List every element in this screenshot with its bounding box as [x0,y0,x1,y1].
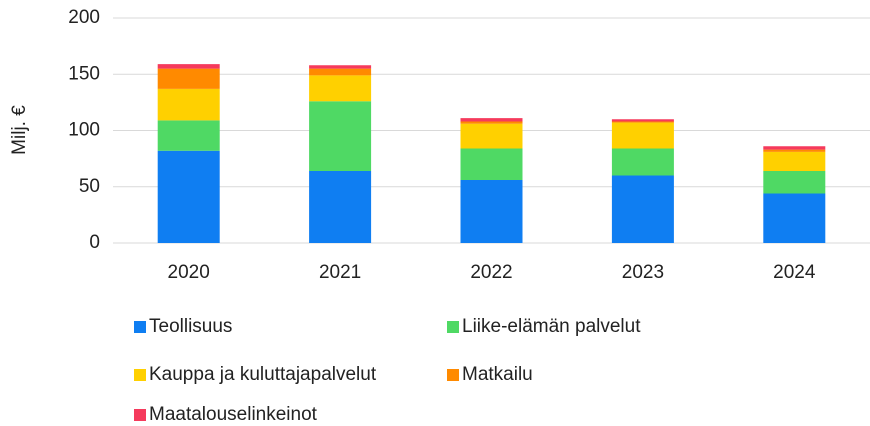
bar-segment [309,101,372,171]
bar-segment [309,171,372,243]
bar-segment [460,148,523,180]
bar-segment [460,118,523,122]
bar-segment [157,64,220,69]
bar-segment [309,68,372,76]
bar-segment [309,75,372,102]
x-tick-label: 2023 [622,262,664,283]
bar-segment [763,193,826,243]
y-tick-label: 0 [89,232,100,253]
y-tick-label: 200 [68,7,100,28]
bar-segment [157,68,220,89]
legend-label: Maatalouselinkeinot [149,404,318,425]
bar-segment [763,149,826,152]
legend-swatch [134,321,146,333]
bar-segment [157,150,220,243]
bar-segment [309,65,372,69]
legend-label: Matkailu [462,364,533,385]
bar-segment [763,171,826,194]
bar-segment [763,146,826,150]
bar-segment [611,175,674,243]
bar-segment [611,148,674,176]
bar-segment [460,123,523,149]
bar-segment [157,88,220,121]
bar-segment [460,121,523,124]
y-tick-label: 100 [68,120,100,141]
y-tick-label: 50 [79,176,100,197]
x-tick-label: 2021 [319,262,361,283]
legend-label: Teollisuus [149,316,232,337]
y-tick-label: 150 [68,63,100,84]
bar-segment [611,122,674,149]
x-tick-label: 2022 [470,262,512,283]
x-tick-label: 2024 [773,262,816,283]
legend-label: Liike-elämän palvelut [462,316,641,337]
x-tick-label: 2020 [168,262,210,283]
legend-swatch [447,369,459,381]
bar-segment [157,120,220,151]
bar-segment [611,119,674,122]
y-axis-label: Milj. € [9,105,30,155]
legend-swatch [134,369,146,381]
legend-label: Kauppa ja kuluttajapalvelut [149,364,377,385]
bar-segment [611,121,674,123]
legend-swatch [447,321,459,333]
bar-segment [460,180,523,243]
bar-segment [763,151,826,171]
legend-swatch [134,409,146,421]
